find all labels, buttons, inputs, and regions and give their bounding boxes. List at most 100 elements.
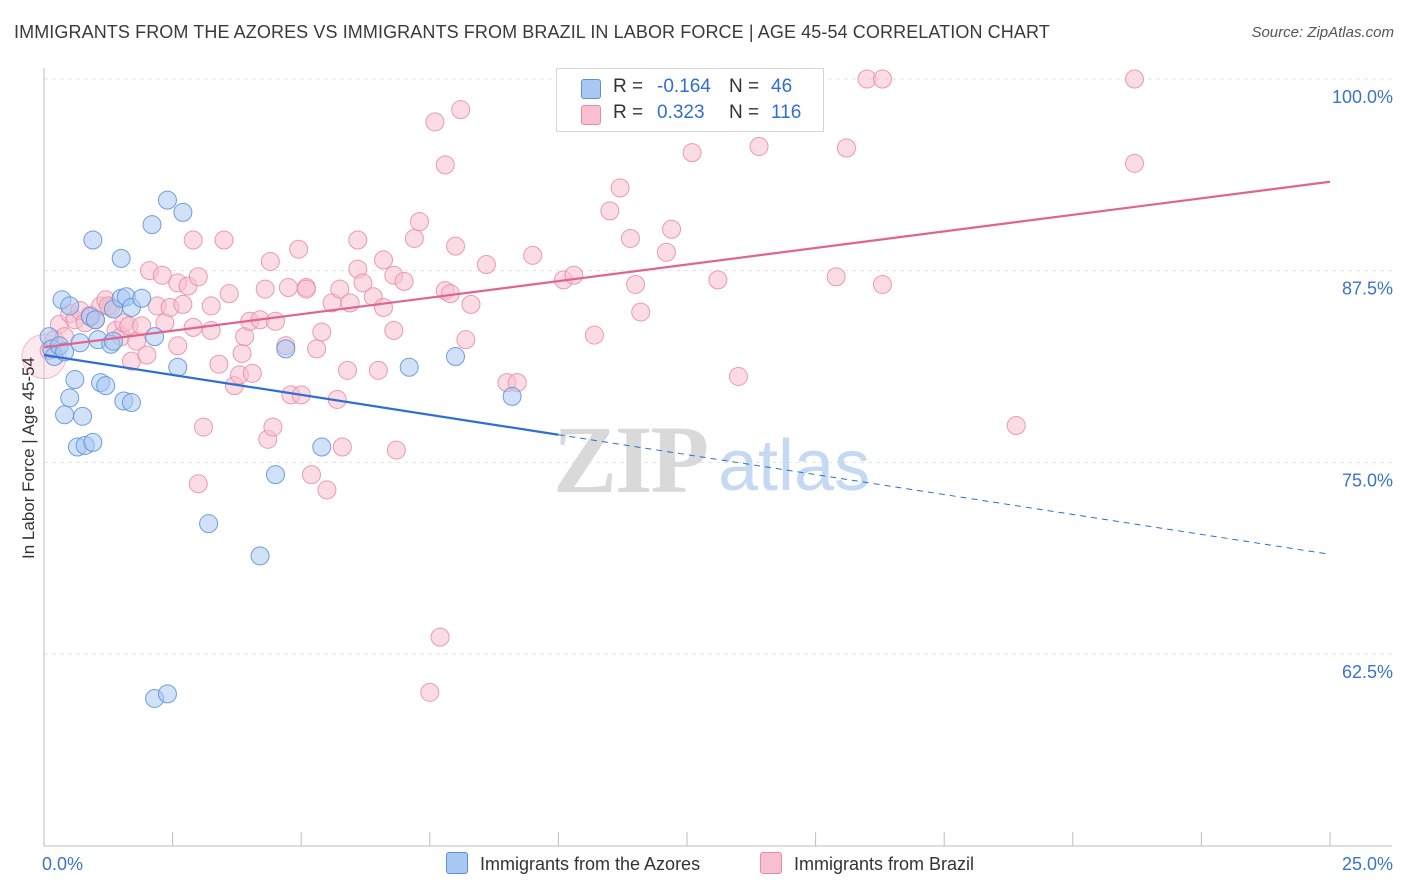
brazil-point: [1125, 69, 1145, 89]
y-tick-label: 87.5%: [1342, 279, 1393, 299]
legend-swatch-brazil: [581, 105, 601, 125]
brazil-point: [451, 100, 471, 120]
watermark-atlas: atlas: [718, 426, 870, 506]
brazil-point: [749, 136, 769, 156]
brazil-trend-line: [43, 180, 1331, 349]
axis-layer: [43, 68, 1392, 847]
azores-point: [276, 339, 296, 359]
brazil-point: [394, 271, 414, 291]
azores-trend-line: [43, 353, 559, 436]
azores-point: [83, 230, 103, 250]
brazil-point: [584, 325, 604, 345]
brazil-point: [289, 239, 309, 259]
azores-point: [60, 296, 80, 316]
legend-r-value-brazil: 0.323: [657, 102, 705, 123]
azores-point: [83, 432, 103, 452]
brazil-point: [1125, 153, 1145, 173]
brazil-point: [456, 330, 476, 350]
labels-layer: 62.5% 75.0% 87.5% 100.0% 0.0% 25.0%: [42, 87, 1393, 874]
legend-n-label: N =: [729, 102, 760, 123]
azores-point: [55, 405, 75, 425]
brazil-point: [330, 279, 350, 299]
brazil-point: [232, 343, 252, 363]
azores-trend-line-extension: [558, 434, 1331, 555]
watermark: ZIP atlas: [553, 406, 870, 513]
brazil-point: [728, 366, 748, 386]
brazil-point: [420, 682, 440, 702]
y-tick-label: 75.0%: [1342, 470, 1393, 490]
brazil-point: [214, 230, 234, 250]
brazil-point: [446, 236, 466, 256]
legend-r-label: R =: [613, 76, 644, 97]
bottom-legend-swatch-brazil: [760, 852, 782, 874]
brazil-point: [255, 279, 275, 299]
brazil-point: [404, 228, 424, 248]
brazil-point: [263, 417, 283, 437]
legend-n-value-azores: 46: [771, 76, 793, 97]
bottom-legend-swatch-azores: [446, 852, 468, 874]
brazil-point: [430, 627, 450, 647]
brazil-point: [410, 212, 430, 232]
brazil-point: [708, 270, 728, 290]
bottom-legend-brazil: Immigrants from Brazil: [760, 852, 974, 875]
azores-point: [96, 376, 116, 396]
brazil-point: [368, 360, 388, 380]
brazil-point: [610, 178, 630, 198]
bottom-legend-label-brazil: Immigrants from Brazil: [794, 854, 975, 874]
bottom-legend-label-azores: Immigrants from the Azores: [480, 854, 701, 874]
chart-title: IMMIGRANTS FROM THE AZORES VS IMMIGRANTS…: [14, 22, 1050, 42]
brazil-point: [317, 480, 337, 500]
brazil-point: [337, 360, 357, 380]
azores-point: [132, 288, 152, 308]
brazil-point: [265, 311, 285, 331]
azores-point: [103, 331, 123, 351]
y-tick-label: 100.0%: [1332, 87, 1393, 107]
brazil-point: [631, 302, 651, 322]
brazil-point: [435, 155, 455, 175]
brazil-point: [682, 143, 702, 163]
legend-row-brazil: R = 0.323 N = 116: [557, 102, 823, 126]
brazil-point: [461, 294, 481, 314]
legend-r-value-azores: -0.164: [657, 76, 711, 97]
brazil-point: [201, 296, 221, 316]
azores-point: [85, 310, 105, 330]
brazil-point: [872, 69, 892, 89]
legend-r-label: R =: [613, 102, 644, 123]
brazil-point: [374, 250, 394, 270]
x-tick-label: 25.0%: [1342, 854, 1393, 874]
brazil-point: [872, 274, 892, 294]
source-label: Source: ZipAtlas.com: [1251, 24, 1394, 41]
brazil-point: [168, 336, 188, 356]
azores-point: [446, 347, 466, 367]
azores-point: [145, 327, 165, 347]
azores-point: [73, 406, 93, 426]
azores-point: [157, 684, 177, 704]
azores-point: [121, 393, 141, 413]
brazil-point: [152, 265, 172, 285]
x-tick-label: 0.0%: [42, 854, 83, 874]
azores-point: [60, 388, 80, 408]
brazil-point: [219, 284, 239, 304]
brazil-point: [278, 278, 298, 298]
azores-point: [265, 465, 285, 485]
brazil-point: [425, 112, 445, 132]
brazil-point: [242, 363, 262, 383]
azores-point: [199, 514, 219, 534]
brazil-point: [173, 294, 193, 314]
watermark-zip: ZIP: [553, 406, 707, 513]
brazil-point: [836, 138, 856, 158]
azores-point: [168, 357, 188, 377]
azores-point: [250, 546, 270, 566]
brazil-point: [564, 265, 584, 285]
brazil-point: [476, 255, 496, 275]
brazil-point: [626, 274, 646, 294]
brazil-point: [260, 251, 280, 271]
brazil-point: [374, 297, 394, 317]
brazil-point: [301, 465, 321, 485]
points-layer: [21, 69, 1145, 708]
brazil-point: [662, 219, 682, 239]
brazil-point: [332, 437, 352, 457]
y-tick-label: 62.5%: [1342, 662, 1393, 682]
azores-point: [312, 437, 332, 457]
